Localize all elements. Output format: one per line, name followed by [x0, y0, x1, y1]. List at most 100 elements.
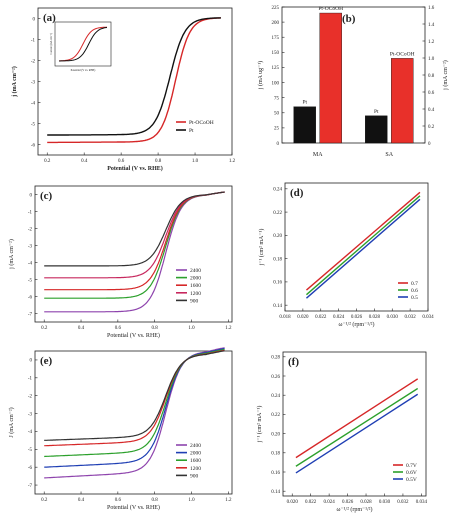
inset-series-line	[58, 26, 108, 62]
x-tick-label: 0.026	[342, 500, 354, 505]
bar	[365, 115, 388, 144]
legend-label: 1200	[190, 291, 201, 297]
y-tick-label: -5	[28, 278, 33, 283]
y2-tick-label: 1.0	[428, 57, 435, 62]
plot-frame	[34, 350, 233, 495]
y2-tick-label: 1.2	[428, 40, 435, 45]
legend-label: 2000	[190, 276, 201, 282]
series-line	[295, 387, 419, 467]
panel-f: 0.020 0.022 0.024 0.026 0.028 0.030 0.032 0.034…	[256, 351, 428, 513]
x-tick-label: 0.034	[422, 315, 434, 320]
legend-label: 0.5	[411, 295, 418, 301]
x-tick-label: 0.028	[369, 315, 381, 320]
x-tick-label: 0.8	[152, 326, 159, 331]
x-tick-label: 1.2	[229, 159, 236, 164]
x-tick-label: 0.032	[397, 500, 409, 505]
x-tick-label: 0.020	[287, 500, 299, 505]
y2-tick-label: 0	[428, 142, 431, 147]
x-axis-label: ω⁻¹/² (rpm⁻¹/²)	[337, 506, 373, 513]
panel-label: (b)	[342, 13, 356, 25]
x-tick-label: 0.8	[152, 498, 159, 503]
x-tick-label: 0.6	[118, 159, 125, 164]
y2-tick-label: 0.8	[428, 74, 435, 79]
legend-label: 0.5V	[406, 477, 417, 483]
x-tick-label: 0.2	[44, 159, 51, 164]
y-tick-label: 0.16	[271, 471, 280, 476]
y-tick-label: 0.22	[273, 211, 282, 216]
x-axis-label: ω⁻¹/² (rpm⁻¹/²)	[339, 321, 375, 328]
x-tick-label: 0.030	[387, 315, 399, 320]
y-tick-label: 50	[274, 112, 280, 117]
y-tick-label: 0.18	[271, 452, 280, 457]
x-axis-label: Potential (V vs. RHE)	[107, 332, 160, 339]
panel-label: (f)	[288, 356, 299, 368]
y-tick-label: 0.24	[271, 394, 280, 399]
y-tick-label: -3	[28, 412, 33, 417]
panel-a: 0.2 0.4 0.6 0.8 1.0 1.2 -6 -5 -4 -3 -2 -1 0 Potential…	[11, 7, 236, 172]
y-tick-label: -2	[31, 59, 36, 64]
series-line	[305, 198, 421, 299]
y-tick-label: 0.20	[273, 234, 282, 239]
y-tick-label: 0.20	[271, 432, 280, 437]
x-tick-label: 0.022	[315, 315, 327, 320]
x-tick-label: 1.0	[188, 326, 195, 331]
bar	[391, 58, 414, 144]
y-tick-label: 0	[277, 142, 280, 147]
x-tick-label: 0.028	[360, 500, 372, 505]
legend-label: 2400	[190, 268, 201, 274]
legend-label: 0.6V	[406, 470, 417, 476]
panel-e: 0.2 0.4 0.6 0.8 1.0 1.2 -7 -6 -5 -4 -3 -2 -1 0 Potenti…	[8, 347, 233, 511]
y-tick-label: -2	[28, 227, 33, 232]
y-tick-label: -6	[28, 295, 33, 300]
y-tick-label: 25	[274, 127, 280, 132]
y-tick-label: -4	[28, 261, 33, 266]
inset-x-label: Potential (V vs. RHE)	[71, 69, 96, 72]
y-tick-label: -6	[28, 466, 33, 471]
x-tick-label: 0.8	[155, 159, 162, 164]
legend-label: 900	[190, 298, 199, 304]
y2-tick-label: 0.2	[428, 125, 435, 130]
bar-label: Pt-OCoOH	[390, 51, 415, 57]
series-line	[295, 393, 419, 474]
y-tick-label: 0.14	[271, 490, 280, 495]
y-tick-label: -3	[31, 80, 36, 85]
y-tick-label: -1	[31, 38, 36, 43]
x-tick-label: 1.2	[225, 498, 232, 503]
series-line	[47, 17, 221, 136]
x-tick-label: 0.4	[81, 159, 88, 164]
x-tick-label: 0.024	[324, 500, 336, 505]
legend-label: 1200	[190, 466, 201, 472]
inset-y-label: Current (mA cm⁻²)	[50, 33, 53, 55]
plot-frame	[282, 351, 427, 497]
bar-label: Pt	[302, 100, 307, 106]
x-tick-label: 0.034	[416, 500, 428, 505]
y-tick-label: -3	[28, 244, 33, 249]
y-tick-label: 0.16	[273, 281, 282, 286]
legend-label: 1600	[190, 458, 201, 464]
x-tick-label: 1.0	[188, 498, 195, 503]
x-tick-label: 0.024	[333, 315, 345, 320]
x-tick-label: 0.4	[78, 498, 85, 503]
y-tick-label: -1	[28, 210, 33, 215]
y-tick-label: 0.26	[271, 375, 280, 380]
legend-label: 0.6	[411, 288, 418, 294]
x-axis-label: Potential (V vs. RHE)	[107, 504, 160, 511]
x-tick-label: 0.020	[297, 315, 309, 320]
x-tick-label: 0.030	[379, 500, 391, 505]
bar	[293, 106, 316, 144]
legend-label: Pt	[189, 128, 194, 134]
y-axis-label: j (mA cm⁻²)	[8, 239, 15, 270]
legend-label: 900	[190, 473, 199, 479]
y-tick-label: 0.24	[273, 188, 282, 193]
y-tick-label: -4	[31, 101, 36, 106]
category-label: MA	[313, 152, 323, 158]
legend-label: 2000	[190, 451, 201, 457]
y-axis-label: j (mA ug⁻¹)	[257, 61, 264, 90]
y-tick-label: 0	[33, 17, 36, 22]
y2-tick-label: 1.6	[428, 6, 435, 11]
y-tick-label: 150	[272, 51, 280, 56]
y-tick-label: 0	[30, 193, 33, 198]
panel-label: (d)	[290, 187, 304, 199]
y-tick-label: 75	[274, 96, 280, 101]
